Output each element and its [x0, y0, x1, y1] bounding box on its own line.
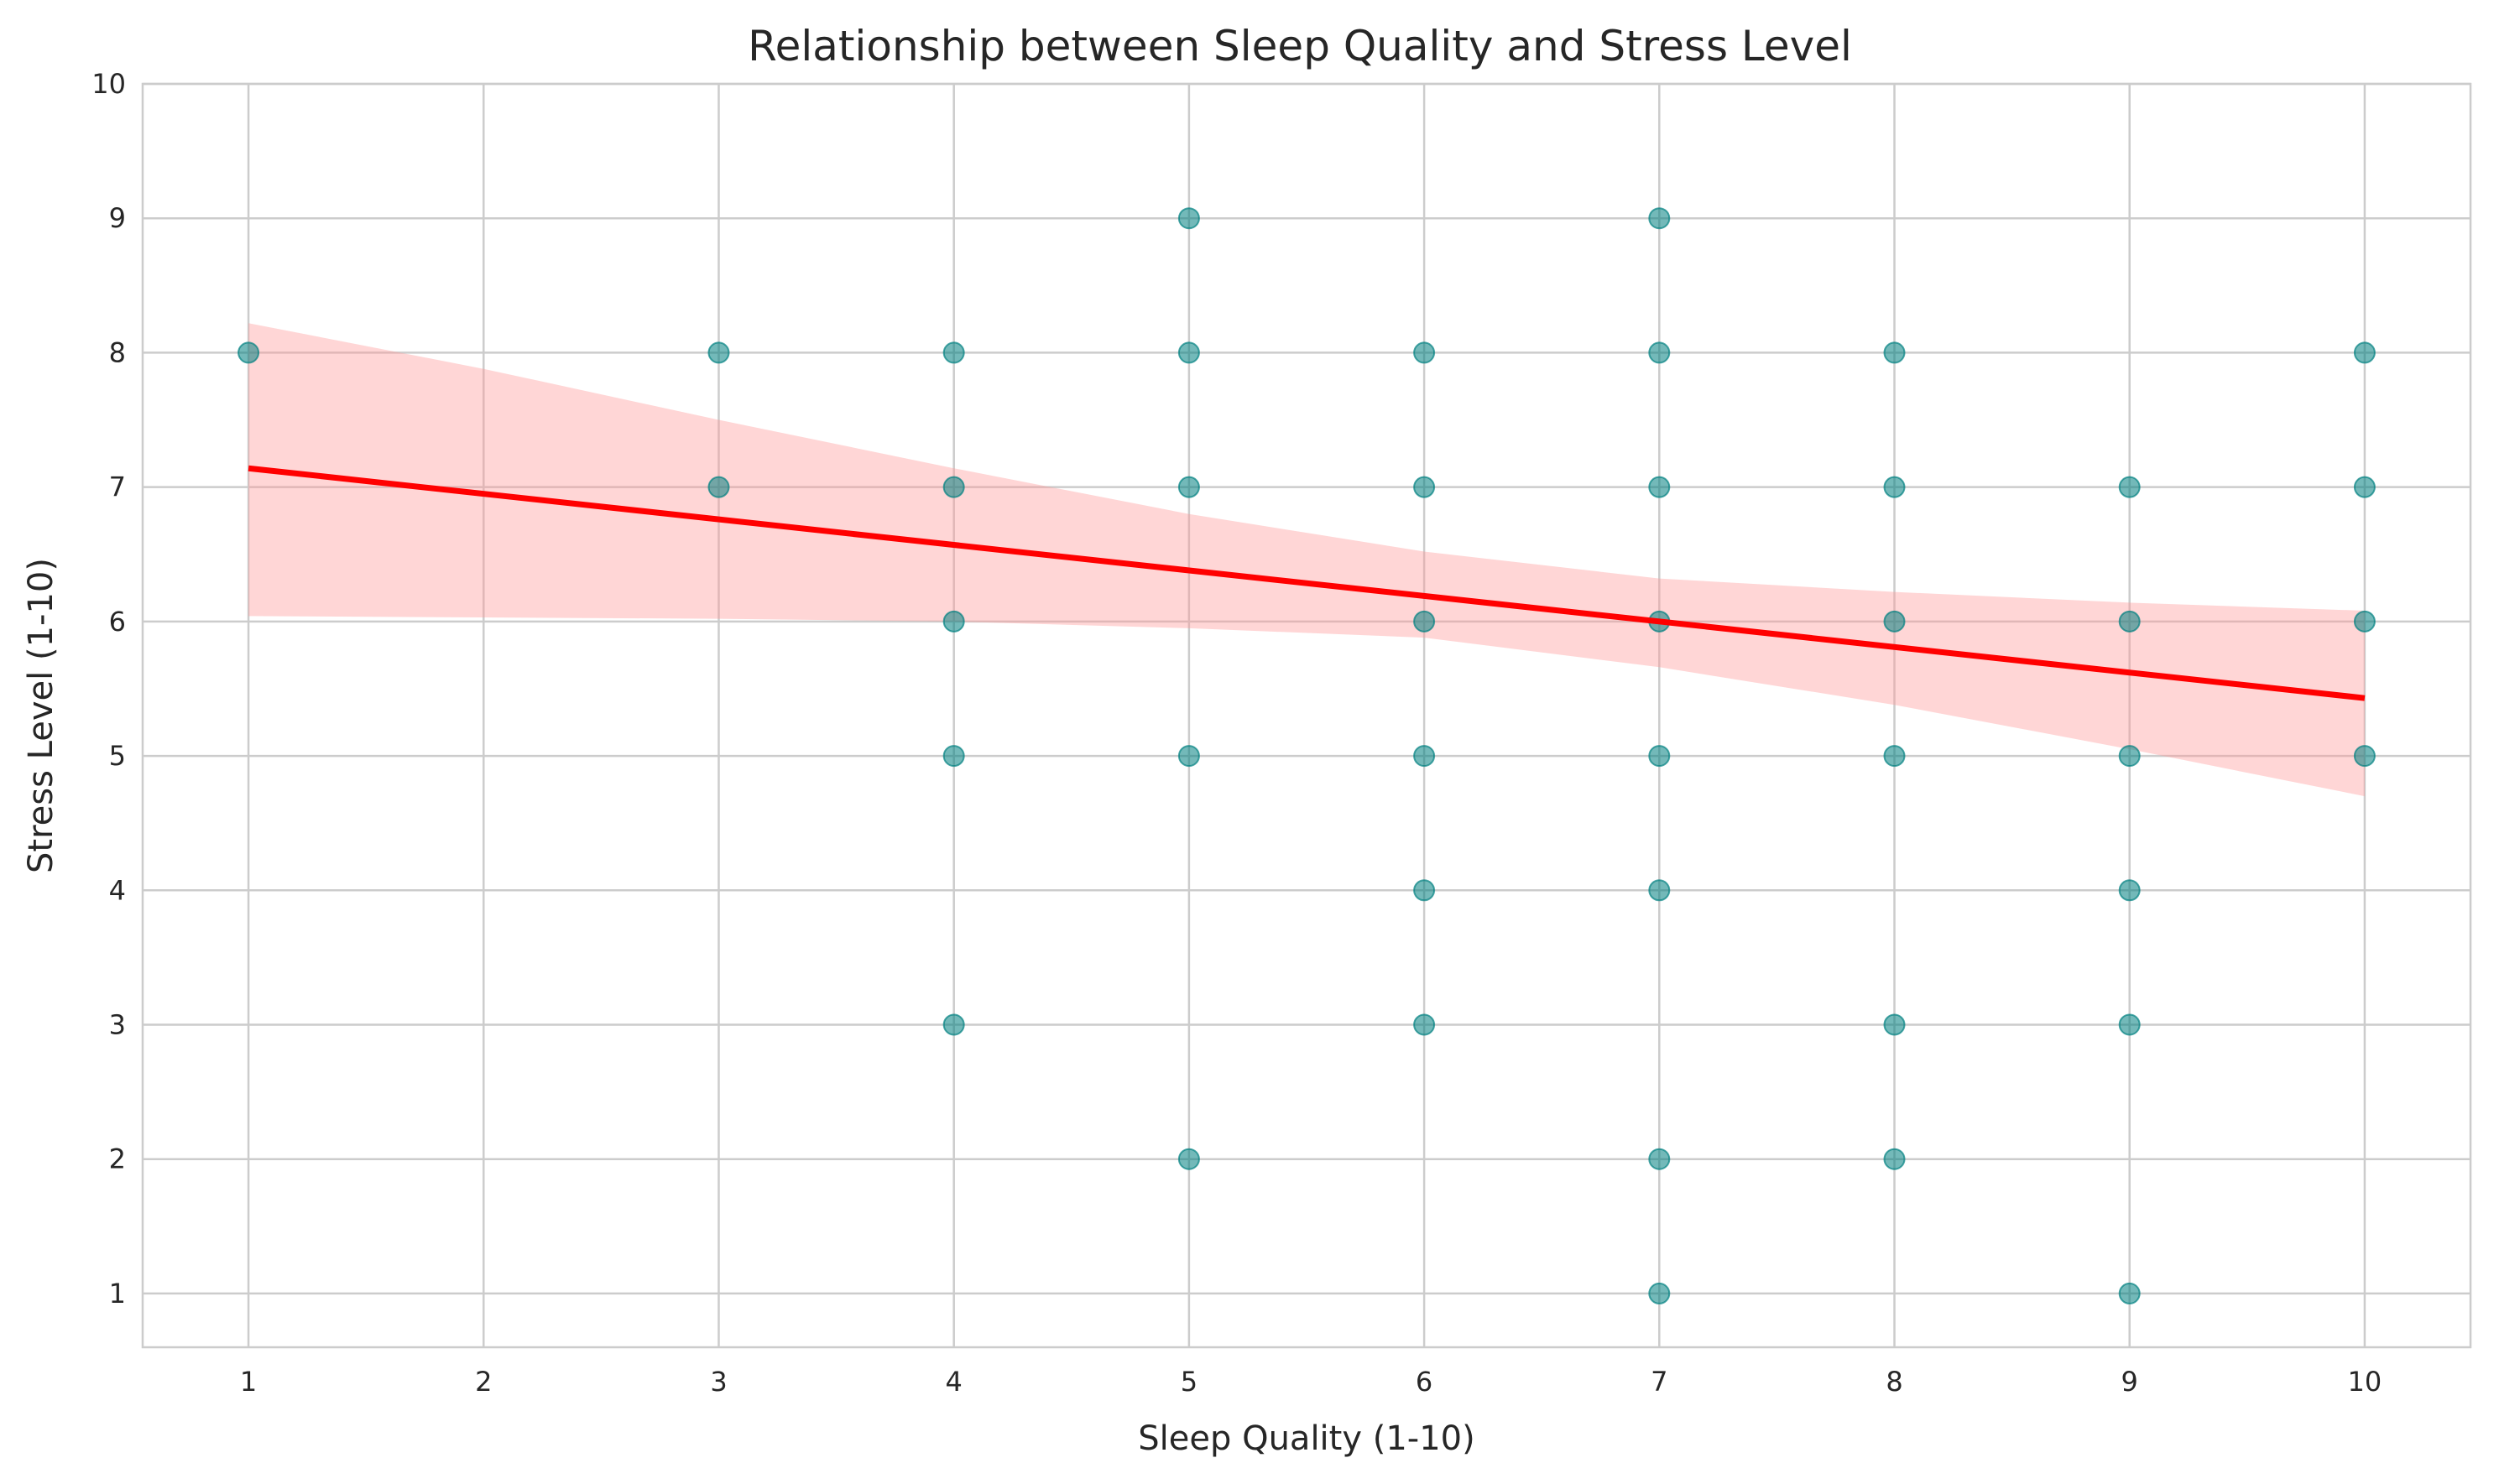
data-point: [1413, 879, 1436, 902]
data-point: [1648, 476, 1671, 498]
plot-frame: [141, 82, 2472, 1349]
data-point: [942, 1013, 965, 1036]
data-point: [2118, 1282, 2141, 1304]
data-point: [1883, 1148, 1906, 1170]
y-tick-label: 1: [109, 1278, 126, 1310]
y-tick-label: 6: [109, 606, 126, 638]
y-tick-label: 2: [109, 1143, 126, 1175]
data-point: [1177, 341, 1200, 364]
data-point: [1883, 476, 1906, 498]
data-point: [942, 476, 965, 498]
data-point: [1177, 476, 1200, 498]
data-point: [1648, 1148, 1671, 1170]
confidence-band-layer: [248, 323, 2365, 797]
data-point: [707, 476, 730, 498]
x-tick-label: 2: [475, 1366, 492, 1398]
data-point: [1413, 610, 1436, 633]
y-tick-label: 5: [109, 740, 126, 772]
x-tick-label: 1: [240, 1366, 257, 1398]
y-tick-label: 9: [109, 202, 126, 234]
data-point: [942, 341, 965, 364]
data-point: [2118, 745, 2141, 768]
x-tick-label: 3: [710, 1366, 727, 1398]
y-tick-label: 10: [91, 68, 126, 100]
data-point: [2353, 745, 2376, 768]
y-tick-label: 4: [109, 874, 126, 906]
data-point: [707, 341, 730, 364]
data-points: [237, 207, 2376, 1304]
data-point: [1883, 745, 1906, 768]
chart-title: Relationship between Sleep Quality and S…: [748, 22, 1852, 70]
data-point: [2118, 879, 2141, 902]
y-axis-label: Stress Level (1-10): [22, 558, 60, 873]
data-point: [942, 610, 965, 633]
data-point: [1883, 1013, 1906, 1036]
data-point: [942, 745, 965, 768]
data-point: [1648, 879, 1671, 902]
data-point: [1648, 207, 1671, 230]
data-point: [1177, 1148, 1200, 1170]
regression-line-layer: [248, 465, 2366, 701]
data-point: [1883, 341, 1906, 364]
data-point: [1413, 1013, 1436, 1036]
regression-line: [248, 465, 2366, 701]
data-point: [237, 341, 260, 364]
x-tick-label: 10: [2348, 1366, 2382, 1398]
data-point: [1177, 745, 1200, 768]
x-tick-label: 8: [1886, 1366, 1902, 1398]
x-tick-label: 9: [2121, 1366, 2138, 1398]
x-tick-label: 6: [1416, 1366, 1432, 1398]
tick-labels: 1 2 3 4 5 6 7 8 9 10 1 2 3 4 5 6 7 8 9 10: [91, 68, 2382, 1398]
confidence-band: [248, 323, 2365, 797]
y-tick-label: 3: [109, 1008, 126, 1040]
x-tick-label: 7: [1651, 1366, 1667, 1398]
data-point: [2118, 476, 2141, 498]
x-axis-label: Sleep Quality (1-10): [1138, 1419, 1474, 1458]
y-tick-label: 7: [109, 471, 126, 503]
data-point: [2353, 476, 2376, 498]
x-tick-label: 4: [946, 1366, 963, 1398]
data-point: [2118, 1013, 2141, 1036]
data-point: [1648, 341, 1671, 364]
data-point: [2353, 341, 2376, 364]
data-point: [1648, 745, 1671, 768]
data-point: [1413, 745, 1436, 768]
data-point: [1177, 207, 1200, 230]
y-tick-label: 8: [109, 336, 126, 368]
x-tick-label: 5: [1181, 1366, 1197, 1398]
data-point: [1883, 610, 1906, 633]
data-point: [1648, 1282, 1671, 1304]
data-point: [2118, 610, 2141, 633]
data-point: [1413, 341, 1436, 364]
data-point: [2353, 610, 2376, 633]
data-point: [1413, 476, 1436, 498]
